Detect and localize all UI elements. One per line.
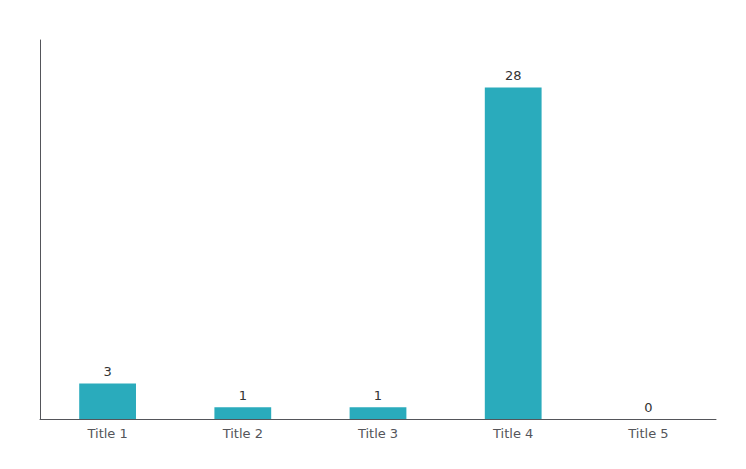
svg-text:Title 2: Title 2 [222, 426, 263, 441]
svg-text:Title 3: Title 3 [357, 426, 398, 441]
svg-text:1: 1 [239, 388, 247, 403]
svg-text:Title 1: Title 1 [86, 426, 127, 441]
svg-text:28: 28 [505, 68, 522, 83]
svg-text:Title 5: Title 5 [627, 426, 668, 441]
svg-text:3: 3 [103, 364, 111, 379]
svg-text:Title 4: Title 4 [492, 426, 533, 441]
svg-text:0: 0 [644, 400, 652, 415]
svg-text:1: 1 [374, 388, 382, 403]
